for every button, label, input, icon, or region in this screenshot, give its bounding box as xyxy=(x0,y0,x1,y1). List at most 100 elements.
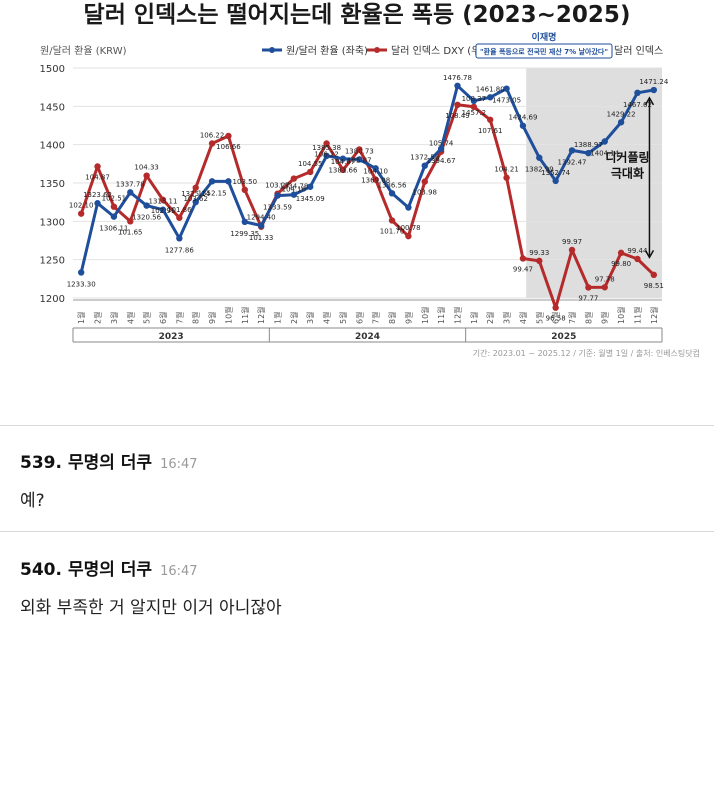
x-tick-label: 5월 xyxy=(142,312,152,324)
comment-author[interactable]: 무명의 더쿠 xyxy=(67,453,153,473)
data-point-krw xyxy=(339,155,347,162)
data-label-krw: 1294.40 xyxy=(247,214,276,222)
x-tick-label: 11월 xyxy=(632,306,642,324)
data-point-krw xyxy=(634,89,641,97)
x-tick-label: 6월 xyxy=(551,312,561,324)
data-point-krw xyxy=(356,156,363,163)
comment-header: 539. 무명의 더쿠 16:47 xyxy=(20,448,198,473)
data-point-krw xyxy=(487,94,494,101)
data-label-dxy: 97.77 xyxy=(578,294,598,302)
data-point-dxy xyxy=(617,249,625,257)
data-label-krw: 1277.86 xyxy=(165,246,194,254)
x-tick-label: 2월 xyxy=(485,312,495,324)
data-label-dxy: 106.22 xyxy=(200,131,225,139)
data-label-dxy: 102.91 xyxy=(151,207,176,215)
x-tick-label: 4월 xyxy=(125,312,135,324)
data-point-dxy xyxy=(323,140,330,147)
data-label-krw: 1476.78 xyxy=(443,74,472,82)
data-point-dxy xyxy=(421,178,428,185)
data-label-dxy: 103.62 xyxy=(183,195,208,203)
arrow-head-up xyxy=(644,96,655,106)
data-label-krw: 1334.78 xyxy=(279,183,308,191)
data-point-krw xyxy=(470,97,478,105)
series-line-krw xyxy=(79,84,655,273)
x-tick-label: 7월 xyxy=(174,312,184,324)
data-point-krw xyxy=(536,154,543,161)
data-point-dxy xyxy=(585,284,592,291)
data-point-krw xyxy=(650,86,658,94)
divider xyxy=(0,425,714,426)
data-point-krw xyxy=(454,82,461,90)
data-point-dxy xyxy=(356,146,363,153)
data-label-dxy: 101.65 xyxy=(118,228,143,236)
data-point-krw xyxy=(225,178,232,185)
y-tick-label: 1350 xyxy=(40,179,65,190)
data-label-krw: 1471.24 xyxy=(639,78,668,86)
x-tick-label: 3월 xyxy=(502,312,512,324)
data-label-dxy: 104.16 xyxy=(282,186,307,194)
data-label-krw: 1429.22 xyxy=(607,110,636,118)
data-label-krw: 1473.05 xyxy=(492,97,521,105)
data-label-krw: 1352.15 xyxy=(198,189,227,197)
data-point-dxy xyxy=(650,271,658,279)
data-label-dxy: 98.51 xyxy=(644,282,664,290)
data-label-krw: 1461.80 xyxy=(476,85,505,93)
data-label-dxy: 105.87 xyxy=(347,156,372,164)
data-point-dxy xyxy=(601,284,608,291)
data-label-dxy: 99.47 xyxy=(513,265,533,273)
data-label-dxy: 99.80 xyxy=(611,260,631,268)
data-point-dxy xyxy=(454,101,461,109)
x-tick-label: 6월 xyxy=(158,312,168,324)
data-label-dxy: 99.97 xyxy=(562,238,582,246)
data-point-dxy xyxy=(372,176,379,183)
data-point-krw xyxy=(617,119,625,126)
data-label-dxy: 101.70 xyxy=(380,227,405,235)
data-label-krw: 1394.67 xyxy=(427,157,456,165)
data-label-dxy: 96.58 xyxy=(546,315,566,323)
callout-quote: "환율 폭등으로 전국민 재산 7% 날아갔다" xyxy=(480,47,608,56)
data-label-krw: 1320.56 xyxy=(132,214,161,222)
x-tick-label: 10월 xyxy=(420,306,430,324)
data-label-krw: 1382.99 xyxy=(525,166,554,174)
data-label-krw: 1392.47 xyxy=(558,158,587,166)
x-tick-label: 9월 xyxy=(600,312,610,324)
data-point-krw xyxy=(388,190,396,197)
data-point-dxy xyxy=(225,132,232,140)
x-tick-label: 9월 xyxy=(403,312,413,324)
data-point-krw xyxy=(274,192,281,199)
data-label-krw: 1306.11 xyxy=(99,225,128,233)
data-label-krw: 1457.2 xyxy=(462,109,487,117)
data-point-dxy xyxy=(503,174,510,181)
data-point-dxy xyxy=(143,172,150,179)
data-point-krw xyxy=(290,191,298,198)
source-note: 기간: 2023.01 ~ 2025.12 / 기준: 월별 1일 / 출처: … xyxy=(473,348,700,358)
data-point-dxy xyxy=(176,214,183,221)
data-label-krw: 1345.09 xyxy=(296,195,325,203)
data-label-dxy: 103.50 xyxy=(233,178,258,186)
comment-time: 16:47 xyxy=(160,457,198,472)
data-label-krw: 1323.62 xyxy=(83,191,112,199)
data-point-dxy xyxy=(388,217,396,224)
data-label-krw: 1381.66 xyxy=(328,167,357,175)
comment-header: 540. 무명의 더쿠 16:47 xyxy=(20,555,198,580)
data-label-dxy: 103.98 xyxy=(413,189,438,197)
data-label-krw: 1336.56 xyxy=(378,181,407,189)
divider xyxy=(0,531,714,532)
data-point-krw xyxy=(159,206,167,213)
comment-author[interactable]: 무명의 더쿠 xyxy=(67,560,153,580)
x-tick-label: 12월 xyxy=(452,306,462,324)
data-point-dxy xyxy=(568,246,576,254)
data-point-krw xyxy=(323,152,330,160)
data-label-dxy: 108.37 xyxy=(462,95,487,103)
x-tick-label: 4월 xyxy=(518,312,528,324)
x-tick-label: 10월 xyxy=(616,306,626,324)
x-tick-label: 4월 xyxy=(322,312,332,324)
data-label-krw: 1369.08 xyxy=(361,176,390,184)
data-label-dxy: 104.10 xyxy=(363,168,388,176)
data-point-krw xyxy=(176,235,183,242)
x-tick-label: 5월 xyxy=(534,312,544,324)
data-label-dxy: 99.44 xyxy=(627,247,648,255)
data-point-krw xyxy=(568,147,576,154)
exchange-rate-chart: 달러 인덱스는 떨어지는데 환율은 폭등 (2023~2025) 원/달러 환율 … xyxy=(40,2,700,358)
data-label-krw: 1404.14 xyxy=(590,149,619,157)
